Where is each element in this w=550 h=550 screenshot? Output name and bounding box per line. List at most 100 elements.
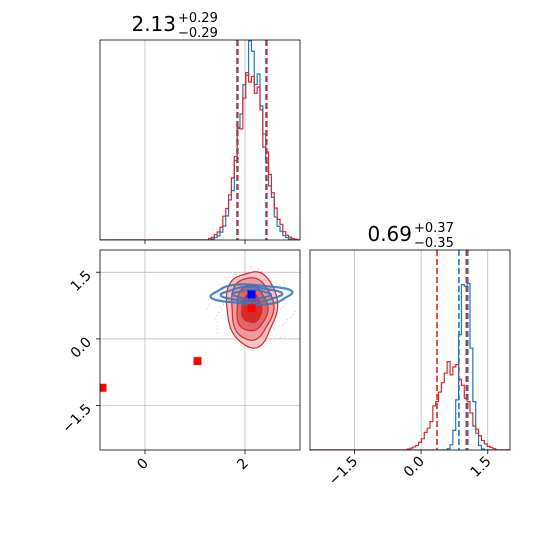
scatter-sample-dot	[250, 266, 252, 268]
scatter-blue-contour-level	[231, 288, 272, 301]
scatter-sample-dot	[221, 338, 223, 340]
scatter-sample-dot	[225, 288, 227, 290]
hist-param1-panel: 2.13 +0.29 −0.29	[99, 11, 301, 244]
scatter-sample-dot	[274, 325, 277, 328]
hist-param2-series-blue	[310, 282, 510, 450]
scatter-sample-dot	[282, 279, 285, 281]
scatter-ytick-label: 1.5	[68, 268, 95, 295]
hist-param2-title-plus: +0.37	[414, 221, 454, 236]
scatter-sample-dot	[235, 339, 237, 341]
hist-param2-frame	[309, 249, 511, 451]
hist-param2-panel: −1.5 0.0 1.5 0.69 +0.37 −0.35	[309, 221, 511, 489]
scatter-marker-marker_red	[100, 383, 107, 392]
scatter-sample-dot	[235, 273, 238, 276]
hist-param1-title-minus: −0.29	[178, 26, 218, 41]
scatter-sample-dot	[292, 313, 294, 316]
scatter-sample-dot	[229, 331, 231, 334]
scatter-sample-dot	[220, 276, 222, 279]
hist-param2-bars	[310, 282, 510, 450]
hist-param1-series-red	[100, 72, 300, 240]
scatter-marker-marker_red	[247, 304, 256, 313]
scatter-sample-dot	[260, 270, 263, 273]
scatter-sample-dot	[283, 283, 286, 285]
scatter-sample-dot	[283, 300, 285, 302]
hist-param2-quantiles	[436, 250, 469, 450]
scatter-sample-dot	[282, 306, 285, 308]
hist-param2-title: 0.69	[367, 222, 412, 246]
scatter-yticks: −1.5 0.0 1.5	[59, 268, 100, 436]
scatter-sample-dot	[286, 289, 289, 292]
scatter-grid	[100, 250, 300, 450]
hist-param2-series-red	[310, 361, 510, 450]
scatter-marker-marker_blue	[247, 290, 256, 299]
scatter-sample-dot	[273, 328, 275, 330]
hist-param2-tick-label: 0.0	[401, 454, 428, 481]
hist-param1-grid	[144, 40, 246, 244]
scatter-blue-contour-level	[219, 285, 284, 304]
scatter-sample-dot	[220, 309, 223, 311]
scatter-sample-dot	[216, 328, 218, 330]
hist-param2-tick-label: 1.5	[468, 454, 495, 481]
scatter-ytick-label: −1.5	[59, 401, 94, 436]
hist-param1-frame	[99, 39, 301, 241]
scatter-sample-dot	[286, 318, 288, 321]
scatter-xtick-label: 0	[134, 456, 152, 474]
scatter-sample-dot	[284, 335, 286, 338]
scatter-sample-dot	[247, 347, 249, 350]
hist-param1-title-value: 2.13	[131, 12, 176, 36]
hist-param2-title-value: 0.69	[367, 222, 412, 246]
scatter-sample-dot	[251, 349, 253, 352]
scatter-sample-dot	[289, 316, 291, 319]
scatter-sample-dot	[218, 311, 220, 314]
scatter-sample-dot	[216, 314, 218, 317]
scatter-sample-dot	[265, 339, 268, 342]
scatter-sample-dot	[284, 303, 287, 305]
scatter-sample-dot	[286, 293, 288, 295]
scatter-sample-dot	[216, 324, 218, 327]
scatter-sample-dot	[279, 308, 282, 310]
hist-param1-bars	[100, 40, 300, 240]
scatter-sample-dot	[229, 328, 231, 330]
scatter-sample-dot	[269, 340, 271, 342]
hist-param1-series-blue	[100, 40, 300, 240]
scatter-xtick-label: 2	[234, 456, 252, 474]
scatter-sample-dot	[206, 307, 208, 310]
hist-param1-quantiles	[236, 40, 268, 240]
scatter-ytick-label: 0.0	[68, 334, 95, 361]
scatter-sample-dot	[217, 293, 219, 295]
scatter-sample-dot	[269, 277, 271, 280]
scatter-sample-dot	[219, 306, 222, 308]
scatter-sample-dot	[280, 336, 282, 339]
scatter-sample-dot	[277, 312, 279, 315]
scatter-sample-dot	[214, 318, 217, 320]
scatter-sample-dot	[216, 332, 219, 334]
scatter-marker-marker_red	[193, 357, 202, 366]
hist-param2-xticks: −1.5 0.0 1.5	[326, 450, 495, 489]
hist-param2-tick-label: −1.5	[326, 454, 361, 489]
scatter-sample-dot	[208, 304, 210, 307]
scatter-blue-contour-level	[209, 283, 294, 306]
scatter-sample-dot	[228, 275, 230, 278]
scatter-sample-dot	[237, 342, 239, 344]
scatter-sample-dot	[222, 304, 225, 306]
hist-param2-title-minus: −0.35	[414, 236, 454, 251]
hist-param1-title: 2.13	[131, 12, 176, 36]
scatter-sample-dot	[233, 336, 235, 338]
scatter-sample-dot	[273, 340, 275, 342]
scatter-sample-dot	[294, 310, 296, 313]
scatter-sample-dot	[232, 276, 234, 278]
hist-param1-title-plus: +0.29	[178, 11, 218, 26]
hist-param2-grid	[354, 250, 489, 450]
scatter-frame	[99, 249, 301, 451]
scatter-sample-dot	[217, 321, 219, 323]
scatter-sample-dot	[224, 276, 226, 278]
scatter-sample-dot	[213, 295, 216, 297]
scatter-sample-dot	[258, 268, 260, 270]
scatter-sample-dot	[278, 325, 280, 327]
scatter-sample-dot	[295, 303, 298, 305]
scatter-sample-dot	[282, 324, 284, 326]
scatter-markers	[100, 290, 256, 392]
scatter-sample-dot	[285, 322, 288, 324]
